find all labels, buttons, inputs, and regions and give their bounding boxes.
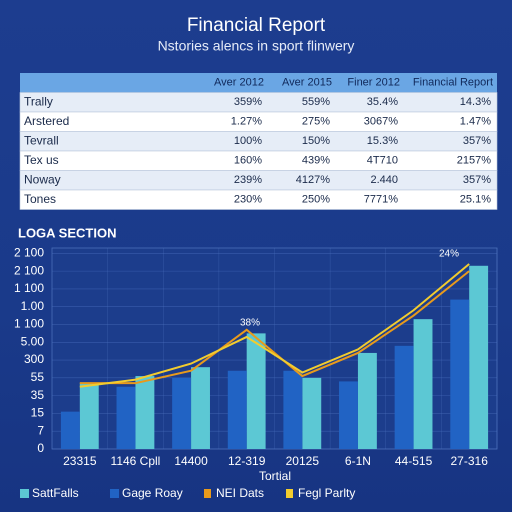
- bar: [135, 376, 155, 449]
- table-cell: 275%: [302, 116, 330, 128]
- table-cell: 250%: [302, 194, 330, 206]
- row-label: Trally: [24, 94, 53, 108]
- legend-swatch: [20, 489, 29, 498]
- y-tick-label: 55: [31, 370, 45, 384]
- annotation: 38%: [240, 318, 260, 329]
- x-tick-label: 23315: [63, 454, 97, 468]
- subtitle: Nstories alencs in sport flinwery: [158, 38, 355, 54]
- bar: [116, 386, 136, 449]
- y-tick-label: 0: [37, 441, 44, 455]
- legend-swatch: [204, 489, 211, 498]
- bar: [246, 333, 266, 449]
- y-tick-label: 7: [37, 423, 44, 437]
- bar: [191, 367, 210, 449]
- legend-swatch: [110, 489, 119, 498]
- table-cell: 4T710: [367, 155, 398, 167]
- table-cell: 160%: [234, 155, 262, 167]
- bar: [469, 265, 489, 449]
- row-label: Tones: [24, 192, 56, 206]
- y-tick-label: 1.00: [21, 299, 45, 313]
- column-header: Aver 2015: [282, 77, 332, 89]
- table-cell: 1.47%: [460, 116, 491, 128]
- column-header: Finer 2012: [347, 77, 400, 89]
- bar: [450, 299, 470, 449]
- table-cell: 357%: [463, 135, 491, 147]
- table-header-bg: [20, 73, 497, 93]
- bar: [394, 345, 414, 449]
- x-tick-label: 44-515: [395, 454, 433, 468]
- table-cell: 4127%: [296, 174, 330, 186]
- row-label: Arstered: [24, 114, 69, 128]
- column-header: Financial Report: [413, 77, 493, 89]
- legend-label: SattFalls: [32, 486, 79, 500]
- bar: [283, 370, 303, 449]
- table-cell: 25.1%: [460, 194, 491, 206]
- y-tick-label: 2 100: [14, 263, 44, 277]
- x-tick-label: 20125: [286, 454, 320, 468]
- bar: [79, 383, 99, 449]
- x-tick-label: 6-1N: [345, 454, 371, 468]
- row-label: Noway: [24, 172, 61, 186]
- table-cell: 14.3%: [460, 96, 491, 108]
- y-tick-label: 1 100: [14, 281, 44, 295]
- table-cell: 559%: [302, 96, 330, 108]
- bar: [172, 377, 192, 449]
- legend-swatch: [286, 489, 293, 498]
- line: [79, 270, 470, 385]
- bar: [227, 370, 247, 449]
- table-cell: 2.440: [370, 174, 398, 186]
- row-label: Tevrall: [24, 133, 59, 147]
- row-label: Tex us: [24, 153, 59, 167]
- x-tick-label: 1146 Cpll: [111, 454, 161, 468]
- table-cell: 439%: [302, 155, 330, 167]
- bar: [413, 319, 433, 449]
- line: [79, 263, 470, 388]
- section-label: LOGA SECTION: [18, 225, 116, 240]
- table-cell: 357%: [463, 174, 491, 186]
- table-row: [19, 189, 498, 210]
- y-tick-label: 300: [24, 352, 44, 366]
- table-cell: 15.3%: [367, 135, 398, 147]
- y-tick-label: 5.00: [21, 334, 45, 348]
- y-tick-label: 15: [31, 406, 45, 420]
- bar: [357, 352, 377, 449]
- y-tick-label: 35: [31, 388, 45, 402]
- legend-label: NEI Dats: [216, 486, 264, 500]
- y-tick-label: 2 100: [14, 246, 44, 260]
- table-cell: 7771%: [364, 194, 398, 206]
- bar: [302, 377, 322, 449]
- title: Financial Report: [187, 15, 326, 36]
- bar: [60, 411, 80, 449]
- x-tick-label: 12-319: [228, 454, 266, 468]
- table-cell: 100%: [234, 135, 262, 147]
- table-cell: 150%: [302, 135, 330, 147]
- legend-label: Fegl Parlty: [298, 486, 355, 500]
- column-header: Aver 2012: [214, 77, 264, 89]
- x-tick-label: 14400: [174, 454, 208, 468]
- table-cell: 230%: [234, 194, 262, 206]
- bar: [339, 381, 358, 449]
- legend-label: Gage Roay: [122, 486, 183, 500]
- x-axis-title: Tortial: [259, 469, 291, 483]
- annotation: 24%: [439, 249, 459, 260]
- table-cell: 35.4%: [367, 96, 398, 108]
- table-cell: 2157%: [457, 155, 491, 167]
- table-cell: 359%: [234, 96, 262, 108]
- table-cell: 1.27%: [231, 116, 262, 128]
- x-tick-label: 27-316: [451, 454, 489, 468]
- table-cell: 239%: [234, 174, 262, 186]
- y-tick-label: 1 100: [14, 317, 44, 331]
- table-cell: 3067%: [364, 116, 398, 128]
